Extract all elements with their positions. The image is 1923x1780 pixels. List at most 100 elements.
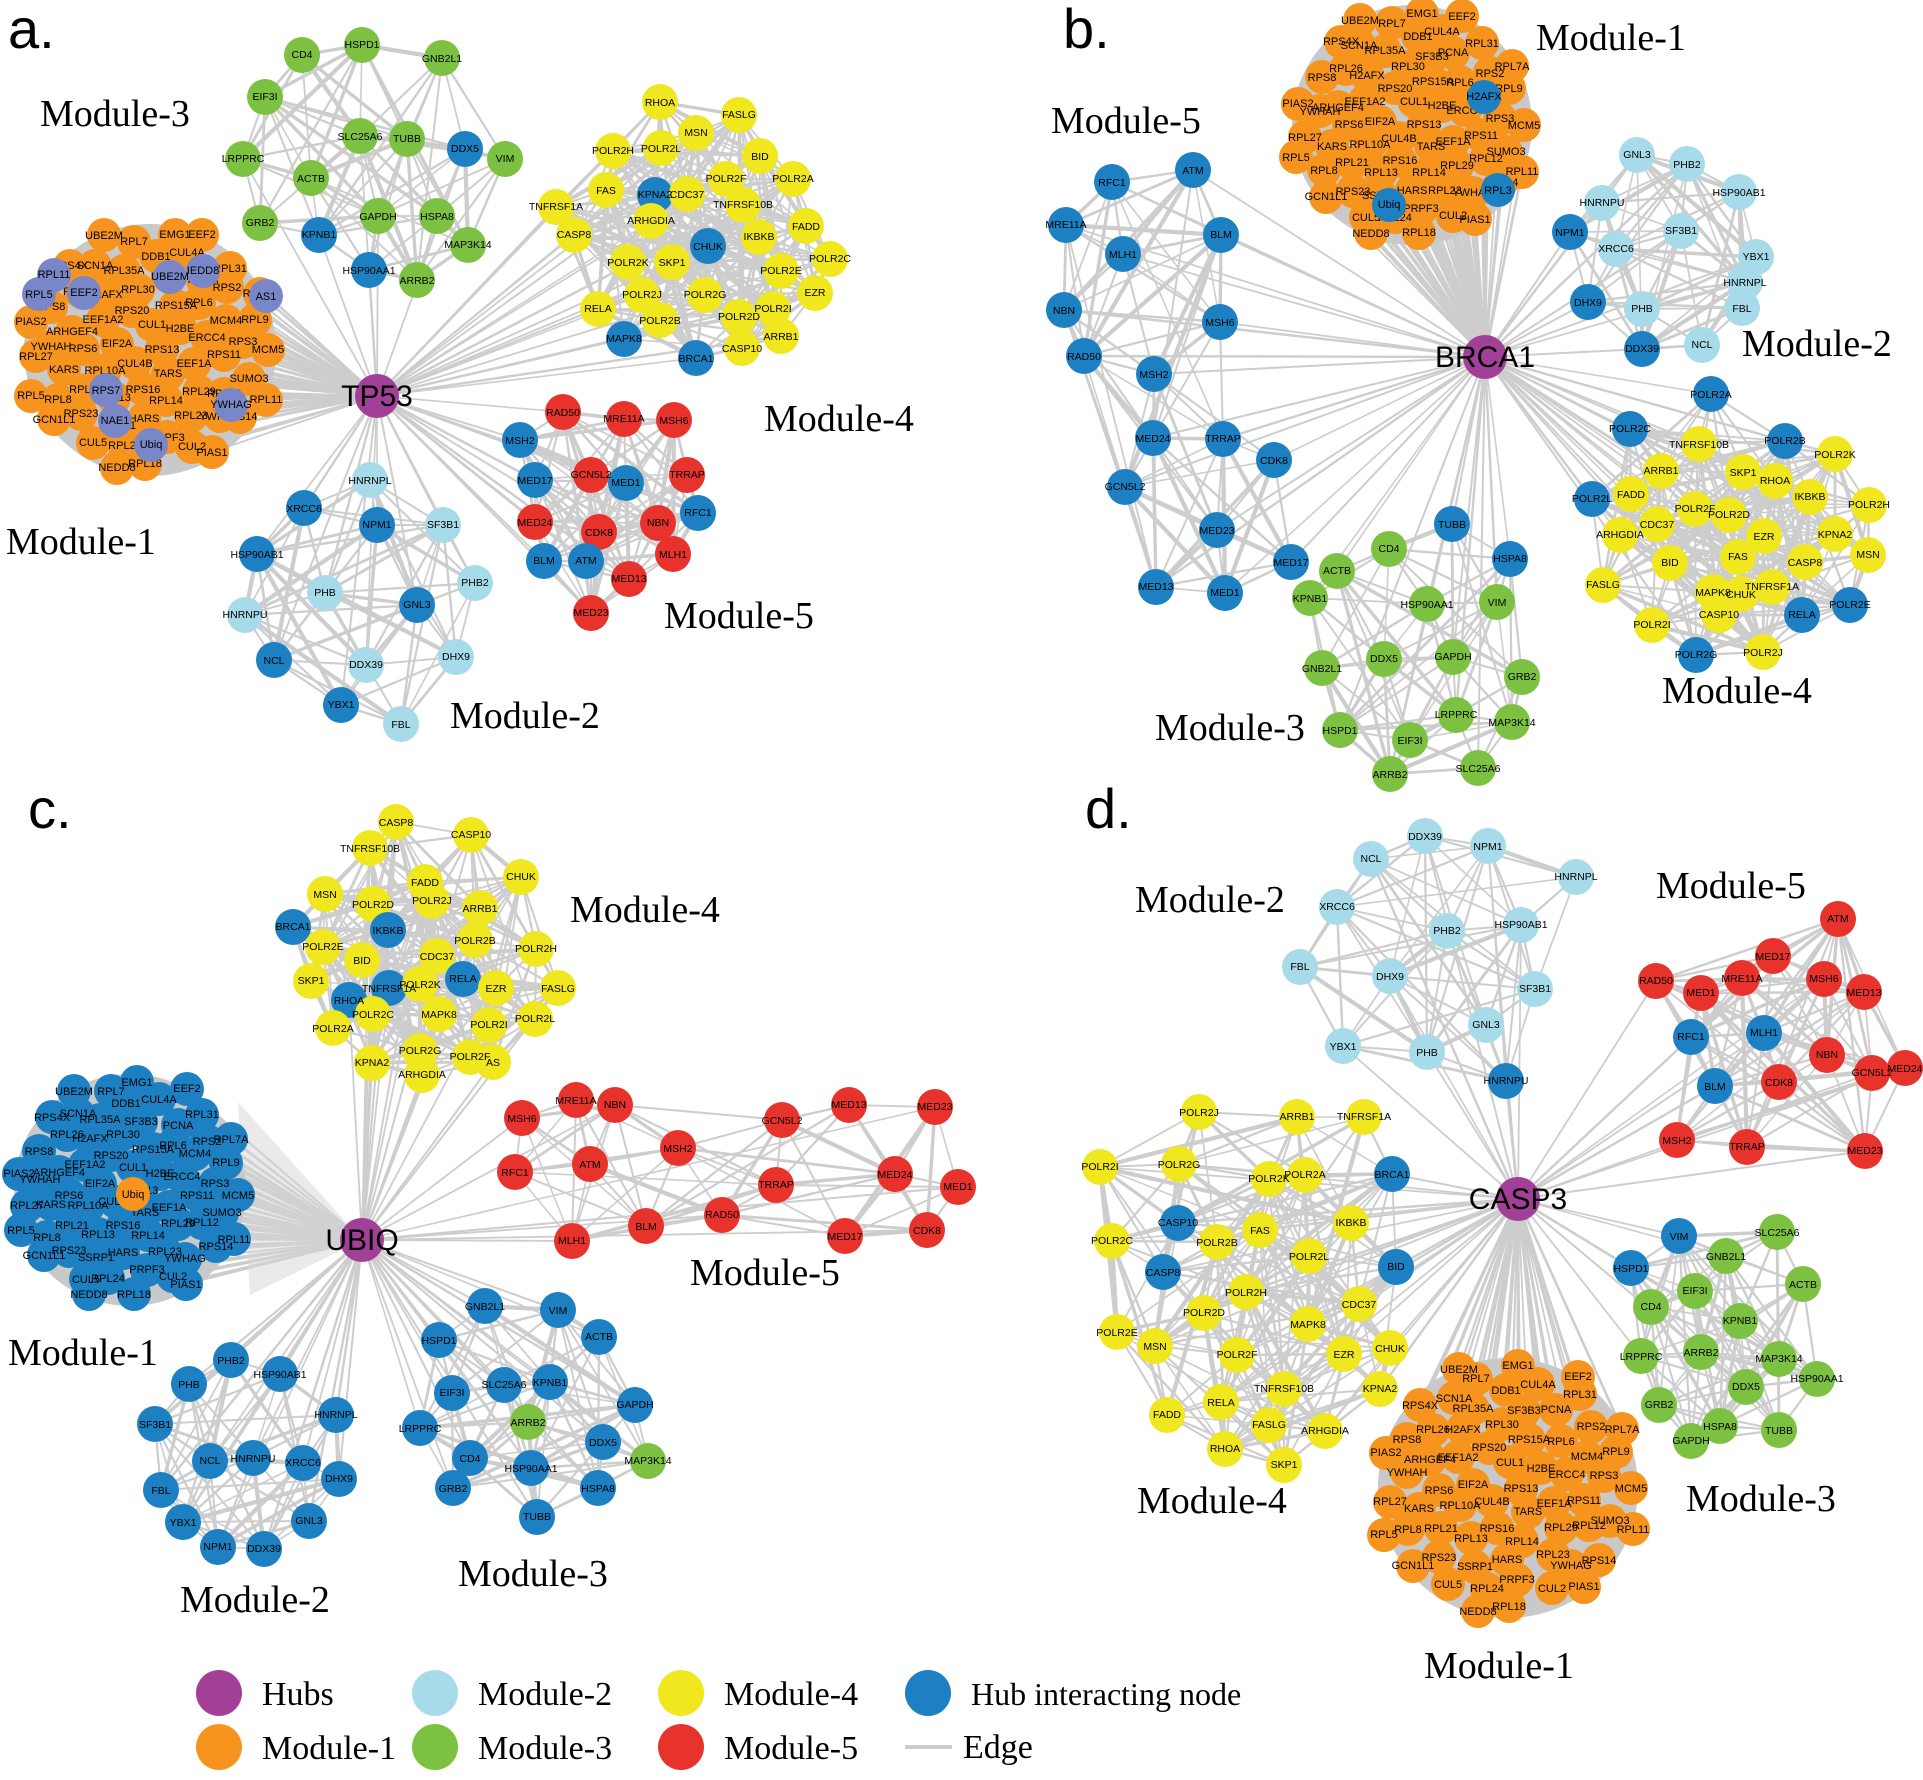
svg-text:SLC25A6: SLC25A6 bbox=[1755, 1227, 1800, 1239]
svg-text:TARS: TARS bbox=[1514, 1506, 1543, 1518]
svg-text:MSN: MSN bbox=[1143, 1341, 1166, 1353]
svg-text:CASP10: CASP10 bbox=[1699, 609, 1739, 621]
svg-text:FASLG: FASLG bbox=[541, 983, 575, 995]
svg-text:YBX1: YBX1 bbox=[170, 1517, 197, 1529]
svg-text:RPL14: RPL14 bbox=[131, 1230, 165, 1242]
svg-text:TRRAP: TRRAP bbox=[1729, 1141, 1765, 1153]
svg-text:Module-3: Module-3 bbox=[478, 1730, 612, 1767]
svg-text:DHX9: DHX9 bbox=[442, 651, 470, 663]
svg-text:HSPA8: HSPA8 bbox=[1703, 1421, 1737, 1433]
svg-text:d.: d. bbox=[1085, 777, 1132, 840]
svg-text:DHX9: DHX9 bbox=[1574, 297, 1602, 309]
svg-text:Module-3: Module-3 bbox=[40, 93, 190, 135]
svg-text:Ubiq: Ubiq bbox=[140, 439, 163, 451]
svg-text:ACTB: ACTB bbox=[585, 1331, 613, 1343]
svg-text:Module-5: Module-5 bbox=[1656, 865, 1806, 907]
svg-text:MED24: MED24 bbox=[517, 517, 552, 529]
svg-text:RPL14: RPL14 bbox=[149, 395, 183, 407]
svg-text:SUMO3: SUMO3 bbox=[1486, 146, 1525, 158]
svg-text:XRCC6: XRCC6 bbox=[1319, 901, 1355, 913]
svg-text:CUL5: CUL5 bbox=[72, 1274, 100, 1286]
svg-text:POLR2D: POLR2D bbox=[352, 899, 394, 911]
svg-text:RPL29: RPL29 bbox=[182, 386, 216, 398]
svg-text:PHB: PHB bbox=[178, 1379, 200, 1391]
svg-text:XRCC6: XRCC6 bbox=[286, 503, 322, 515]
svg-text:RPL23: RPL23 bbox=[174, 410, 208, 422]
svg-text:POLR2D: POLR2D bbox=[1708, 509, 1750, 521]
svg-text:BID: BID bbox=[1661, 557, 1679, 569]
svg-text:RPS16: RPS16 bbox=[126, 384, 161, 396]
svg-text:Module-5: Module-5 bbox=[664, 595, 814, 637]
svg-text:MSN: MSN bbox=[1856, 549, 1879, 561]
svg-text:MSH6: MSH6 bbox=[507, 1113, 536, 1125]
svg-text:BLM: BLM bbox=[1210, 229, 1232, 241]
svg-text:GAPDH: GAPDH bbox=[1672, 1435, 1709, 1447]
svg-text:RPS3: RPS3 bbox=[1486, 113, 1515, 125]
svg-text:H2AFX: H2AFX bbox=[1349, 70, 1385, 82]
svg-text:MAPK8: MAPK8 bbox=[421, 1009, 457, 1021]
svg-text:H2BE: H2BE bbox=[1527, 1463, 1556, 1475]
svg-text:MED24: MED24 bbox=[877, 1169, 912, 1181]
svg-text:CUL5: CUL5 bbox=[1352, 212, 1380, 224]
svg-text:POLR2L: POLR2L bbox=[641, 143, 681, 155]
svg-text:FBL: FBL bbox=[151, 1485, 170, 1497]
svg-text:EIF3I: EIF3I bbox=[1682, 1285, 1707, 1297]
svg-text:HNRNPU: HNRNPU bbox=[1580, 197, 1625, 209]
svg-text:RHOA: RHOA bbox=[334, 995, 364, 1007]
svg-text:BRCA1: BRCA1 bbox=[1435, 341, 1535, 374]
svg-text:PIAS1: PIAS1 bbox=[196, 447, 227, 459]
svg-text:HSPA8: HSPA8 bbox=[420, 211, 454, 223]
svg-text:PCNA: PCNA bbox=[1438, 47, 1469, 59]
svg-text:ARHGDIA: ARHGDIA bbox=[627, 215, 675, 227]
svg-text:RPS8: RPS8 bbox=[1393, 1434, 1422, 1446]
svg-text:EEF1A: EEF1A bbox=[1537, 1498, 1573, 1510]
svg-text:RPS4X: RPS4X bbox=[1402, 1400, 1439, 1412]
svg-text:Module-5: Module-5 bbox=[724, 1730, 858, 1767]
svg-text:CASP8: CASP8 bbox=[557, 229, 592, 241]
svg-text:HSPD1: HSPD1 bbox=[1322, 725, 1357, 737]
svg-text:GCN1L1: GCN1L1 bbox=[33, 414, 76, 426]
svg-text:RPL23: RPL23 bbox=[1536, 1549, 1570, 1561]
svg-text:RPL11: RPL11 bbox=[1506, 166, 1539, 178]
svg-text:RELA: RELA bbox=[584, 303, 611, 315]
svg-text:MLH1: MLH1 bbox=[659, 549, 687, 561]
svg-text:RPL30: RPL30 bbox=[106, 1129, 140, 1141]
svg-text:RPL9: RPL9 bbox=[241, 314, 269, 326]
svg-text:MED1: MED1 bbox=[1210, 587, 1239, 599]
svg-text:RPS23: RPS23 bbox=[52, 1245, 87, 1257]
svg-text:RPL35A: RPL35A bbox=[1365, 45, 1407, 57]
svg-text:SF3B3: SF3B3 bbox=[1507, 1405, 1541, 1417]
svg-text:VIM: VIM bbox=[496, 153, 515, 165]
svg-text:SSRP1: SSRP1 bbox=[78, 1252, 114, 1264]
svg-text:ARRB1: ARRB1 bbox=[1279, 1111, 1314, 1123]
svg-text:SLC25A6: SLC25A6 bbox=[482, 1379, 527, 1391]
svg-text:NPM1: NPM1 bbox=[1473, 841, 1502, 853]
svg-text:PHB2: PHB2 bbox=[217, 1355, 245, 1367]
svg-text:DDB1: DDB1 bbox=[141, 251, 170, 263]
svg-text:EEF1A2: EEF1A2 bbox=[83, 314, 124, 326]
svg-text:GNB2L1: GNB2L1 bbox=[465, 1301, 505, 1313]
svg-text:RPS20: RPS20 bbox=[94, 1150, 129, 1162]
svg-text:EEF1A: EEF1A bbox=[152, 1202, 188, 1214]
svg-text:POLR2J: POLR2J bbox=[412, 895, 452, 907]
svg-text:PRPF3: PRPF3 bbox=[1499, 1574, 1534, 1586]
svg-text:ARRB2: ARRB2 bbox=[1683, 1347, 1718, 1359]
svg-text:MED13: MED13 bbox=[1138, 581, 1173, 593]
svg-text:TNFRSF10B: TNFRSF10B bbox=[713, 199, 773, 211]
svg-text:HSPD1: HSPD1 bbox=[1613, 1263, 1648, 1275]
svg-text:RPL5: RPL5 bbox=[7, 1225, 35, 1237]
svg-text:HSP90AA1: HSP90AA1 bbox=[1400, 599, 1453, 611]
svg-text:POLR2D: POLR2D bbox=[1183, 1307, 1225, 1319]
svg-text:RPL35A: RPL35A bbox=[80, 1114, 122, 1126]
svg-text:GCN5L2: GCN5L2 bbox=[1852, 1067, 1893, 1079]
svg-text:RPS6: RPS6 bbox=[69, 343, 98, 355]
svg-text:RPL5: RPL5 bbox=[17, 390, 45, 402]
svg-text:CUL2: CUL2 bbox=[1538, 1583, 1566, 1595]
svg-text:POLR2I: POLR2I bbox=[470, 1019, 507, 1031]
svg-text:RPS7: RPS7 bbox=[92, 385, 121, 397]
svg-text:POLR2A: POLR2A bbox=[1690, 389, 1731, 401]
svg-text:HSP90AA1: HSP90AA1 bbox=[504, 1463, 557, 1475]
svg-text:KPNB1: KPNB1 bbox=[1293, 593, 1328, 605]
svg-text:PCNA: PCNA bbox=[1541, 1404, 1572, 1416]
svg-text:POLR2J: POLR2J bbox=[1179, 1107, 1219, 1119]
